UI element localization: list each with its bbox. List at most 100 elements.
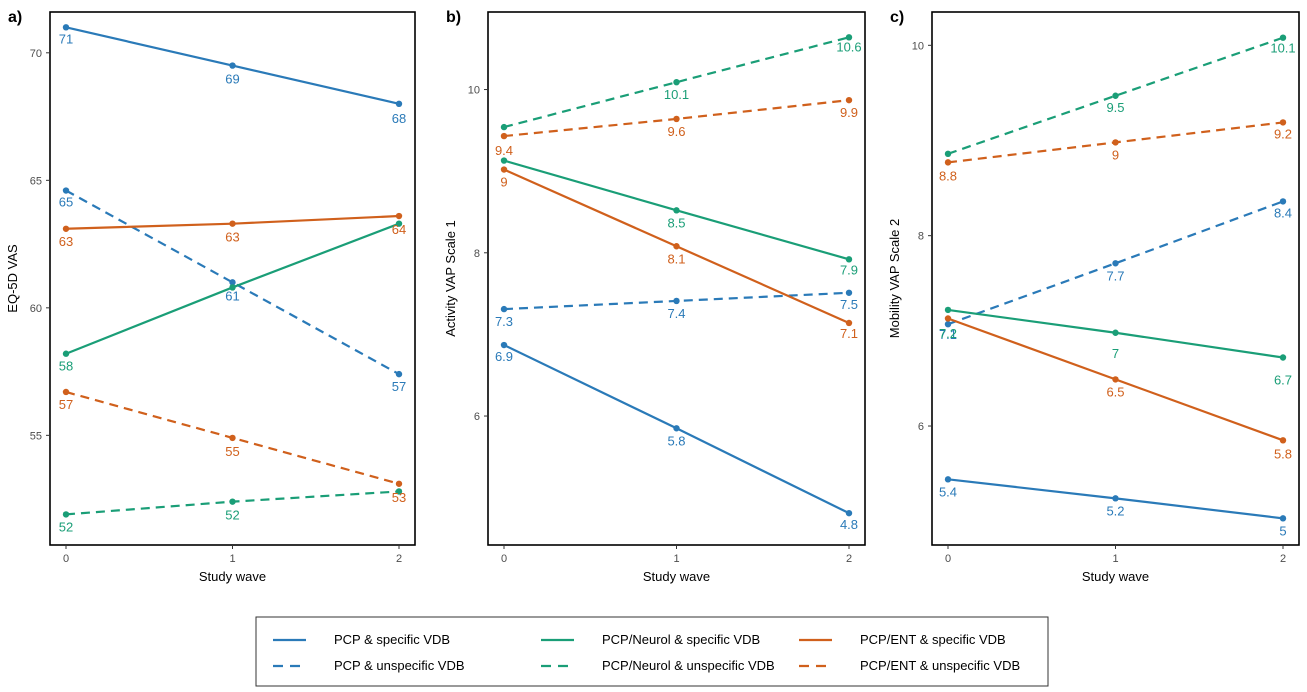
data-point (673, 115, 680, 123)
series-1: 6.9 5.8 4.8 (495, 341, 858, 532)
panel-label: b) (446, 9, 461, 26)
data-point (229, 498, 236, 505)
data-point (944, 306, 952, 314)
y-tick-label: 65 (30, 175, 42, 187)
data-label: 6.9 (495, 349, 513, 364)
data-point (944, 320, 952, 328)
y-tick-label: 55 (30, 430, 42, 442)
data-point (500, 123, 508, 131)
panel-3: c) 6 8 10 0 1 2 Study wave Mobility VAP Scale 2 5… (887, 9, 1300, 584)
data-point (845, 96, 853, 104)
series-4: 52 52 (59, 488, 403, 534)
data-point (395, 212, 403, 220)
x-tick-label: 0 (945, 553, 951, 565)
data-label: 68 (392, 111, 406, 126)
data-point (1112, 495, 1119, 502)
data-point (500, 341, 508, 349)
data-point (1279, 515, 1287, 522)
x-axis-title: Study wave (643, 569, 710, 584)
data-point (229, 434, 236, 442)
x-tick-label: 2 (846, 553, 852, 565)
data-label: 58 (59, 359, 73, 374)
data-point (229, 220, 236, 227)
y-axis-title: EQ-5D VAS (5, 244, 20, 313)
y-tick-label: 10 (468, 85, 480, 97)
data-label: 6.5 (1106, 384, 1124, 399)
data-point (1112, 139, 1119, 146)
data-label: 5.2 (1106, 503, 1124, 518)
legend-item: PCP/ENT & specific VDB (799, 632, 1006, 647)
legend-label: PCP & specific VDB (334, 632, 450, 647)
data-point (673, 78, 680, 86)
data-label: 9 (500, 175, 507, 190)
data-point (673, 243, 680, 250)
y-tick-label: 70 (30, 48, 42, 60)
data-point (1279, 119, 1287, 126)
y-tick-label: 10 (912, 40, 924, 52)
data-point (62, 511, 70, 518)
data-point (500, 305, 508, 313)
legend-item: PCP/ENT & unspecific VDB (799, 658, 1020, 673)
x-tick-label: 2 (1280, 553, 1286, 565)
data-label: 10.1 (664, 87, 689, 102)
data-point (500, 166, 508, 173)
legend-item: PCP & specific VDB (273, 632, 450, 647)
x-tick-label: 1 (229, 553, 235, 565)
data-point (395, 220, 403, 227)
data-point (845, 289, 853, 296)
data-point (500, 157, 508, 164)
data-label: 61 (225, 288, 239, 303)
series-6: 8.8 9 9.2 (939, 119, 1292, 183)
data-label: 4.8 (840, 517, 858, 532)
data-label: 8.4 (1274, 205, 1292, 220)
legend: PCP & specific VDB PCP & unspecific VDB PC… (255, 616, 1049, 687)
series-3: 58 (59, 220, 403, 374)
legend-label: PCP & unspecific VDB (334, 658, 465, 673)
series-5: 9 8.1 7.1 (500, 166, 858, 341)
legend-item: PCP & unspecific VDB (273, 658, 465, 673)
data-label: 57 (59, 397, 73, 412)
data-point (1279, 198, 1287, 205)
data-label: 5.8 (667, 433, 685, 448)
data-point (673, 207, 680, 214)
y-tick-label: 6 (474, 411, 480, 423)
data-point (944, 476, 952, 483)
data-label: 63 (225, 230, 239, 245)
data-point (395, 100, 403, 108)
data-label: 5 (1279, 523, 1286, 538)
x-tick-label: 1 (1112, 553, 1118, 565)
data-label: 52 (59, 519, 73, 534)
data-label: 63 (59, 234, 73, 249)
x-tick-label: 1 (673, 553, 679, 565)
data-label: 10.6 (836, 39, 861, 54)
data-label: 8.1 (667, 251, 685, 266)
data-point (1112, 329, 1119, 336)
series-6: 57 55 53 (59, 388, 406, 505)
data-point (673, 297, 680, 305)
data-label: 9.2 (1274, 126, 1292, 141)
data-point (1279, 354, 1287, 361)
panel-1: a) 55 60 65 70 0 1 2 Study wave EQ-5D VAS 71 69 68 65… (5, 9, 416, 584)
x-axis-title: Study wave (199, 569, 266, 584)
data-label: 9.4 (495, 143, 513, 158)
legend-label: PCP/ENT & specific VDB (860, 632, 1006, 647)
data-label: 5.8 (1274, 446, 1292, 461)
data-point (845, 509, 853, 517)
panel-label: c) (890, 9, 904, 26)
y-tick-label: 6 (918, 421, 924, 433)
panel-2: b) 6 8 10 0 1 2 Study wave Activity VAP Scale 1 6… (443, 9, 866, 584)
series-1: 71 69 68 (59, 24, 406, 126)
data-point (673, 425, 680, 432)
data-label: 69 (225, 72, 239, 87)
data-point (944, 315, 952, 322)
data-point (1112, 92, 1119, 99)
data-point (1279, 34, 1287, 41)
data-label: 10.1 (1270, 41, 1295, 56)
data-point (1112, 260, 1119, 267)
data-label: 7.1 (840, 326, 858, 341)
data-label: 64 (392, 222, 406, 237)
data-label: 57 (392, 379, 406, 394)
y-tick-label: 8 (918, 231, 924, 243)
